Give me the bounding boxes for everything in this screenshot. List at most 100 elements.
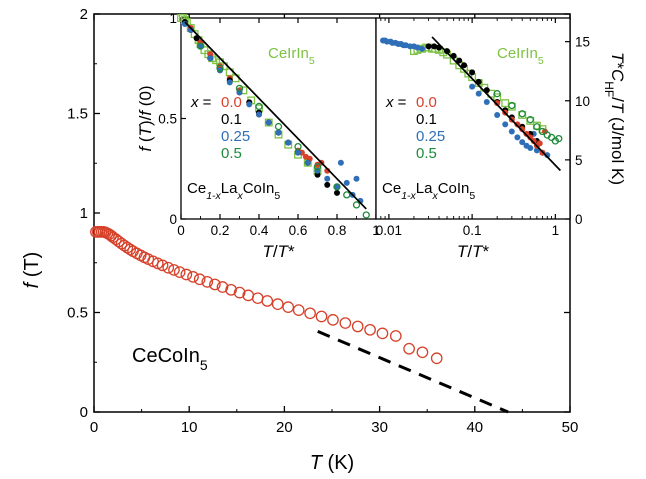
inset-left-data-point: [265, 119, 272, 126]
inset-left-y-tick-label: 1: [169, 11, 177, 26]
inset-right-x-tick-label: 0.01: [376, 223, 402, 238]
inset-right-frame: [375, 17, 571, 220]
inset-left-data-point: [246, 101, 253, 108]
inset-right-data-point: [461, 62, 468, 69]
main-x-tick-label: 50: [562, 419, 579, 436]
inset-left-formula: Ce1-xLaxCoIn5: [187, 180, 280, 202]
inset-left-data-point: [295, 149, 301, 156]
main-data-point: [201, 276, 214, 288]
inset-left-fit-line: [184, 21, 367, 210]
inset-right-data-point: [536, 140, 543, 147]
inset-right-data-point: [508, 128, 515, 135]
inset-right-legend-item: 0.25: [416, 128, 445, 145]
inset-left-data-point: [196, 42, 205, 50]
inset-left-legend-item: 0.25: [221, 128, 250, 145]
main-data-point: [225, 283, 237, 296]
inset-right-data-point: [414, 44, 421, 51]
main-data-point: [124, 243, 137, 256]
main-data-point: [364, 323, 376, 336]
inset-right-data-point: [483, 98, 490, 105]
inset-left-data-point: [324, 175, 331, 182]
inset-left-data-point: [353, 175, 360, 182]
inset-left-x-axis-label: T/T*: [262, 242, 295, 261]
inset-left-x-tick-label: 0.2: [211, 223, 230, 238]
inset-right-data-point: [493, 90, 501, 98]
inset-left-data-point: [197, 43, 204, 50]
main-x-axis-label: T (K): [310, 452, 354, 474]
main-data-point: [118, 239, 131, 252]
main-data-point: [180, 268, 193, 281]
inset-right-y-tick-label: 15: [575, 35, 590, 50]
inset-left-data-point: [324, 181, 331, 188]
main-y-tick-label: 2: [80, 6, 88, 23]
inset-right-data-point: [431, 43, 438, 50]
inset-right-x-tick-label: 0.1: [463, 223, 482, 238]
inset-left-data-point: [334, 189, 340, 196]
main-data-point: [251, 292, 264, 305]
inset-left-data-point: [275, 129, 282, 136]
inset-right-data-point: [514, 134, 521, 141]
inset-right-data-point: [526, 116, 534, 124]
inset-left-data-point: [264, 118, 273, 127]
main-data-point: [173, 266, 186, 278]
main-x-tick-label: 20: [276, 419, 293, 436]
inset-left-legend-item: 0.5: [221, 145, 242, 162]
inset-left-x-tick-label: 0.8: [328, 223, 347, 238]
main-fit-line: [317, 330, 509, 414]
main-data-point: [315, 310, 328, 323]
inset-left-data-point: [362, 211, 370, 219]
inset-left-data-point: [313, 163, 322, 171]
main-data-point: [327, 314, 339, 326]
inset-right-data-point: [530, 137, 537, 144]
inset-right-data-point: [475, 90, 482, 97]
inset-right-data-point: [533, 147, 540, 154]
inset-left-data-point: [334, 183, 340, 190]
main-annotation: CeCoIn5: [132, 345, 208, 373]
inset-right-y-tick-label: 5: [575, 153, 583, 168]
main-y-tick-label: 0.5: [67, 305, 88, 322]
main-data-point: [416, 346, 429, 359]
inset-right-data-point: [533, 123, 541, 131]
main-data-point: [209, 278, 221, 291]
main-data-point: [282, 301, 295, 313]
inset-right-fit-line: [431, 36, 562, 172]
inset-left-data-point: [333, 183, 341, 191]
main-y-tick-label: 1.5: [67, 106, 88, 123]
inset-left-data-point: [226, 79, 233, 86]
inset-right-data-point: [519, 126, 526, 133]
inset-left-data-point: [207, 55, 214, 62]
inset-right-data-point: [544, 152, 551, 159]
inset-right-data-point: [514, 121, 521, 128]
main-data-point: [168, 264, 180, 276]
main-data-point: [261, 295, 274, 307]
inset-left-data-point: [304, 159, 311, 166]
inset-left-data-point: [216, 64, 224, 72]
inset-left-data-point: [285, 139, 292, 146]
inset-right-y-tick-label: 0: [575, 212, 583, 227]
main-data-point: [216, 281, 229, 293]
inset-right-x-axis-label: T/T*: [457, 242, 490, 261]
main-data-point: [162, 261, 175, 274]
inset-left-data-point: [343, 191, 351, 199]
inset-left-data-point: [235, 84, 244, 92]
inset-left-data-point: [217, 67, 223, 74]
inset-left-data-point: [294, 142, 302, 151]
inset-right-data-point: [518, 110, 526, 118]
inset-left-data-point: [337, 159, 344, 166]
inset-right-legend-item: 0.0: [416, 94, 437, 111]
inset-right-data-point: [502, 121, 509, 128]
main-data-point: [187, 271, 199, 283]
inset-right-data-point: [527, 145, 534, 152]
main-data-point: [304, 307, 316, 320]
main-data-point: [403, 342, 415, 355]
main-y-axis-label: f (T): [21, 252, 43, 289]
main-data-point: [376, 327, 389, 340]
main-data-point: [156, 259, 169, 272]
inset-right-data-point: [494, 111, 501, 118]
inset-left-x-tick-label: 0: [177, 223, 185, 238]
inset-right-legend-item: 0.1: [416, 111, 437, 128]
main-data-point: [271, 298, 284, 310]
inset-right-formula: Ce1-xLaxCoIn5: [382, 180, 475, 202]
inset-left-data-point: [274, 122, 283, 131]
